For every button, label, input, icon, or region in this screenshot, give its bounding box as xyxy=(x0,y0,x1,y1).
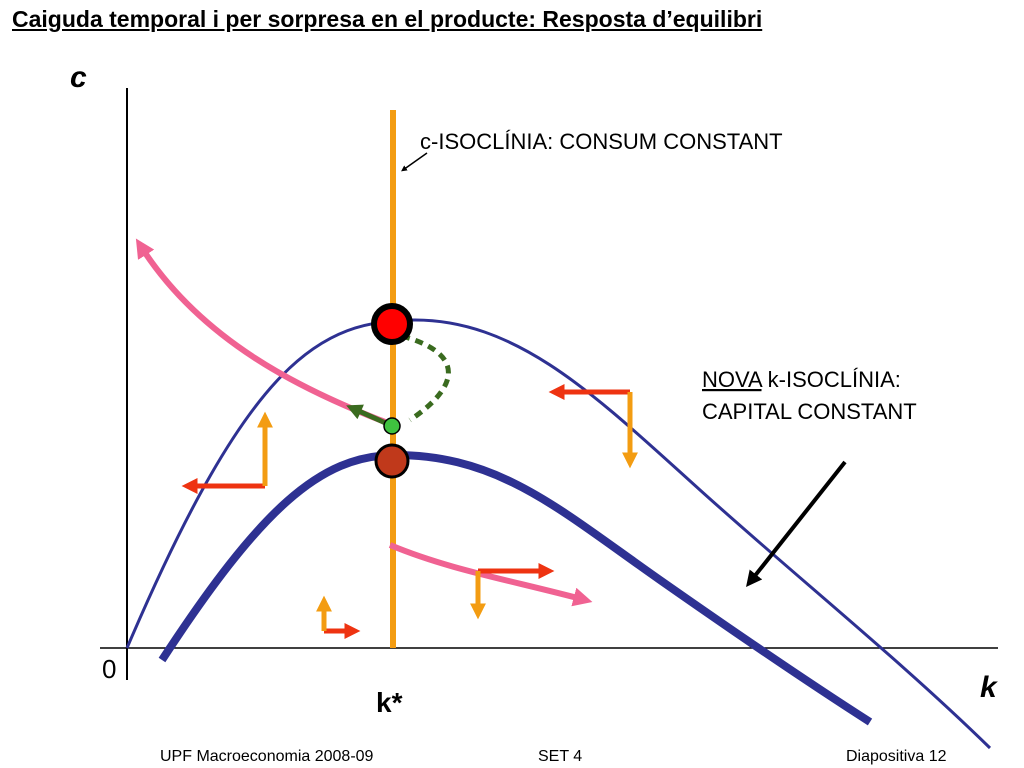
new-k-isocline-label-line2: CAPITAL CONSTANT xyxy=(702,399,917,424)
x-axis-label: k xyxy=(980,671,998,704)
adjustment-path-dashed xyxy=(401,333,451,423)
adjustment-arrow-green xyxy=(346,404,392,428)
y-axis-label: c xyxy=(70,61,87,94)
c-isocline-label: c-ISOCLÍNIA: CONSUM CONSTANT xyxy=(420,129,783,154)
steady-state-capital-label: k* xyxy=(376,687,403,718)
footer-set: SET 4 xyxy=(538,748,583,765)
new-position-point-green xyxy=(383,417,401,435)
c-isocline-pointer xyxy=(401,152,428,172)
new-k-isocline-label-line1: NOVA k-ISOCLÍNIA: xyxy=(702,367,901,392)
k-isocline-pointer xyxy=(746,460,847,588)
old-steady-state-point xyxy=(374,443,410,479)
new-label-suffix: k-ISOCLÍNIA: xyxy=(762,367,901,392)
old-k-isocline-curve xyxy=(158,450,873,726)
new-k-isocline-curve xyxy=(125,318,992,750)
origin-label: 0 xyxy=(102,654,116,684)
new-label-prefix: NOVA xyxy=(702,367,763,392)
slide-title: Caiguda temporal i per sorpresa en el pr… xyxy=(12,6,763,32)
jump-point-red xyxy=(371,303,413,345)
saddle-path-lower xyxy=(388,542,593,607)
footer-course: UPF Macroeconomia 2008-09 xyxy=(160,748,374,765)
footer-slide-number: Diapositiva 12 xyxy=(846,748,947,765)
saddle-path-upper xyxy=(135,238,395,428)
